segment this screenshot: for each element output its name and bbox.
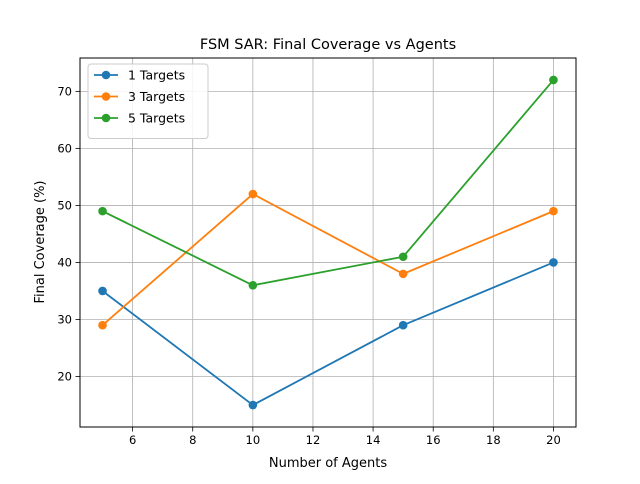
x-tick-label: 10 (246, 433, 261, 447)
x-tick-label: 18 (486, 433, 501, 447)
legend-label: 1 Targets (128, 68, 185, 83)
series-3 (98, 75, 558, 290)
chart-title: FSM SAR: Final Coverage vs Agents (200, 37, 456, 53)
plot-area-frame (79, 57, 577, 428)
y-axis-label: Final Coverage (%) (33, 180, 48, 303)
legend-item: 3 Targets (94, 89, 185, 104)
legend-marker (101, 113, 111, 123)
legend-item: 1 Targets (94, 68, 185, 83)
data-point (248, 400, 258, 410)
legend-label: 3 Targets (128, 89, 185, 104)
data-point (98, 286, 107, 296)
legend: 1 Targets 3 Targets 5 Targets (87, 63, 209, 139)
data-point (549, 258, 558, 267)
legend-item: 5 Targets (94, 111, 185, 126)
y-tick-label: 50 (57, 198, 72, 212)
y-tick-label: 60 (57, 141, 72, 155)
series-line (101, 193, 554, 326)
x-axis-label: Number of Agents (269, 456, 387, 471)
data-point (398, 269, 408, 279)
legend-box (87, 63, 209, 139)
y-tick-label: 70 (57, 84, 72, 98)
x-tick-label: 8 (189, 433, 196, 447)
y-tick-label: 20 (57, 370, 72, 384)
data-point (549, 75, 558, 85)
data-point (549, 206, 558, 216)
legend-marker (101, 92, 111, 101)
series-line (102, 261, 554, 406)
data-point (398, 320, 408, 330)
axis-ticks: 6 8 10 12 14 16 18 20 20 30 40 50 60 70 (57, 84, 560, 447)
data-point (248, 280, 258, 290)
x-tick-label: 12 (306, 433, 321, 447)
series-1 (98, 258, 558, 410)
data-point (98, 206, 107, 216)
grid-lines (80, 58, 576, 427)
series-line (102, 79, 555, 287)
y-tick-label: 30 (57, 312, 72, 326)
y-tick-label: 40 (57, 255, 72, 269)
series-2 (98, 189, 558, 330)
legend-label: 5 Targets (128, 111, 185, 126)
x-tick-label: 14 (366, 433, 381, 447)
x-tick-label: 20 (546, 433, 561, 447)
data-series (98, 75, 558, 410)
data-point (98, 320, 107, 330)
legend-marker (101, 70, 111, 80)
x-tick-label: 6 (129, 433, 136, 447)
data-point (248, 189, 258, 199)
x-tick-label: 16 (426, 433, 441, 447)
data-point (398, 252, 408, 262)
